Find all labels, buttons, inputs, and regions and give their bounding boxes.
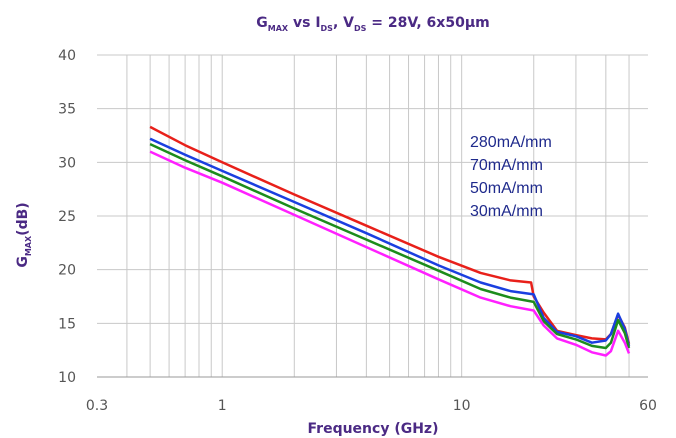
y-tick-label: 20 (58, 263, 76, 279)
series-line (149, 150, 631, 357)
y-tick-label: 25 (58, 209, 76, 225)
x-tick-label: 60 (639, 398, 657, 414)
y-tick-label: 10 (58, 370, 76, 386)
y-tick-label: 35 (58, 102, 76, 118)
legend: 280mA/mm 70mA/mm 50mA/mm 30mA/mm (470, 134, 552, 220)
x-tick-label: 1 (218, 398, 227, 414)
legend-entry: 70mA/mm (470, 157, 543, 174)
series-line (149, 142, 631, 350)
x-axis-title: Frequency (GHz) (308, 421, 439, 437)
x-tick-label: 10 (453, 398, 471, 414)
series-line (149, 137, 631, 347)
y-axis-title: GMAX(dB) (15, 202, 33, 267)
plot-grid (97, 54, 648, 377)
x-tick-label: 0.3 (86, 398, 108, 414)
y-tick-label: 15 (58, 316, 76, 332)
legend-entry: 50mA/mm (470, 180, 543, 197)
series-group (149, 125, 631, 357)
y-tick-label: 40 (58, 48, 76, 64)
legend-entry: 30mA/mm (470, 203, 543, 220)
chart-title: GMAX vs IDS, VDS = 28V, 6x50µm (256, 15, 489, 33)
y-tick-label: 30 (58, 155, 76, 171)
legend-entry: 280mA/mm (470, 134, 552, 151)
